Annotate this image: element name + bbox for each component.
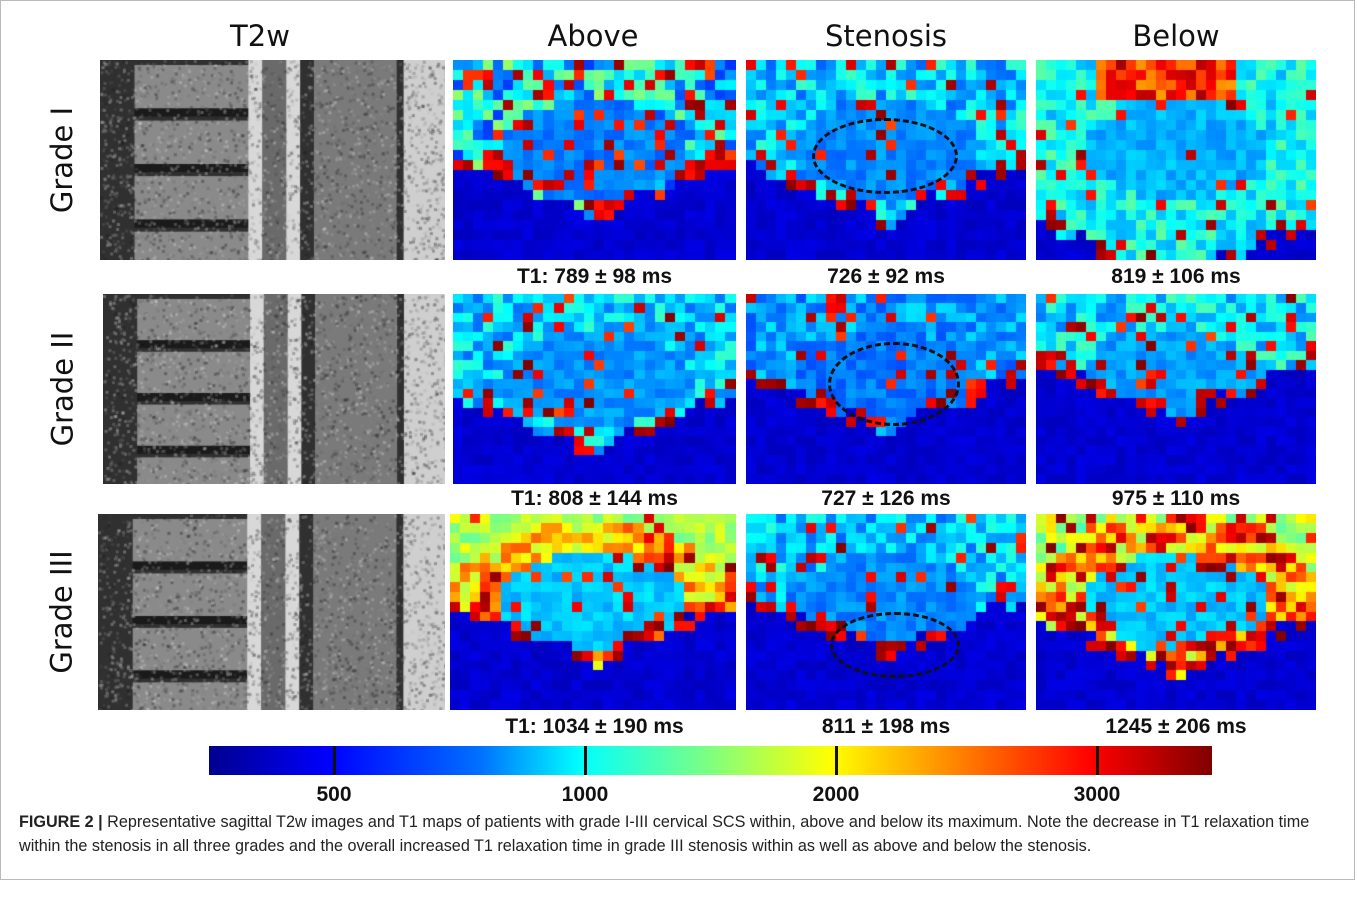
figure-caption: FIGURE 2 | Representative sagittal T2w i… [19,810,1337,858]
figure-frame [0,0,1355,880]
t1-map-below-grade-1 [1036,60,1316,260]
colorbar-tick [333,746,336,775]
t1-map-below-grade-3 [1036,514,1316,710]
t1-value-stenosis-grade-3: 811 ± 198 ms [821,715,951,738]
colorbar-tick [1096,746,1099,775]
t1-value-above-grade-2: T1: 808 ± 144 ms [511,487,678,510]
colorbar-tick-label: 500 [316,783,352,806]
t1-value-above-grade-1: T1: 789 ± 98 ms [516,265,673,288]
t1-map-stenosis-grade-3 [746,514,1026,710]
colorbar [209,746,1212,775]
t2w-image-grade-3 [98,514,445,710]
t1-value-stenosis-grade-2: 727 ± 126 ms [821,487,951,510]
t1-value-above-grade-3: T1: 1034 ± 190 ms [505,715,684,738]
row-label-grade-1: Grade I [45,106,79,214]
header-stenosis: Stenosis [824,19,948,53]
t2w-image-grade-2 [103,294,445,484]
t1-map-stenosis-grade-2 [746,294,1026,484]
t1-map-above-grade-3 [450,514,736,710]
header-t2w: T2w [230,19,290,53]
row-label-grade-2: Grade II [45,331,79,447]
header-above: Above [547,19,639,53]
t1-value-below-grade-1: 819 ± 106 ms [1111,265,1241,288]
roi-dashed-ellipse [830,612,960,678]
row-label-grade-3: Grade III [45,550,80,674]
colorbar-tick-label: 2000 [812,783,860,806]
caption-label: FIGURE 2 | [19,813,103,831]
roi-dashed-ellipse [828,342,960,426]
colorbar-tick-label: 3000 [1073,783,1121,806]
t1-value-below-grade-2: 975 ± 110 ms [1111,487,1241,510]
t1-value-stenosis-grade-1: 726 ± 92 ms [827,265,945,288]
t1-map-above-grade-2 [453,294,736,484]
t1-map-below-grade-2 [1036,294,1316,484]
colorbar-tick [584,746,587,775]
colorbar-tick-label: 1000 [561,783,609,806]
t1-map-stenosis-grade-1 [746,60,1026,260]
t1-value-below-grade-3: 1245 ± 206 ms [1105,715,1247,738]
caption-text: Representative sagittal T2w images and T… [19,813,1310,855]
roi-dashed-ellipse [812,118,958,194]
header-below: Below [1132,19,1220,53]
t2w-image-grade-1 [100,60,445,260]
colorbar-tick [835,746,838,775]
t1-map-above-grade-1 [453,60,736,260]
